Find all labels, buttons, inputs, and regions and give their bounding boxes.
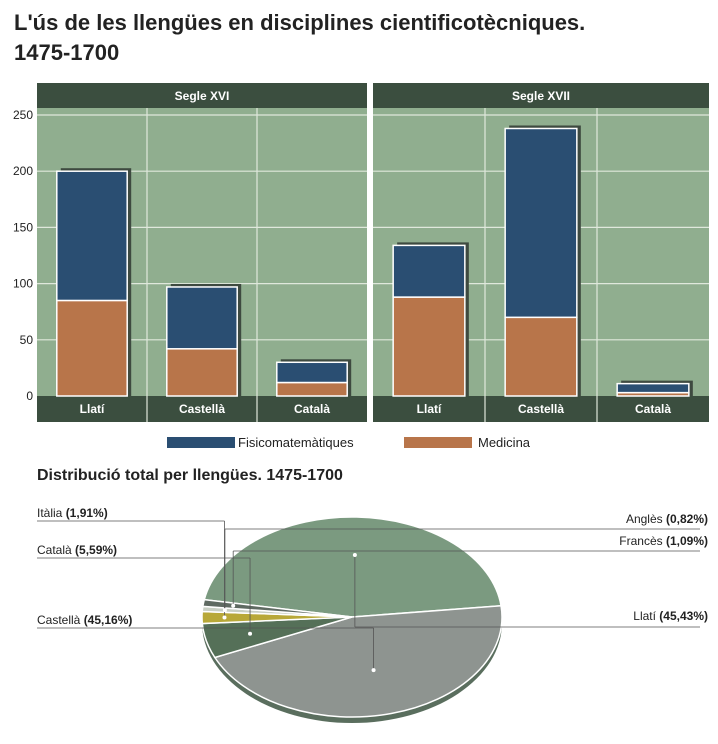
title-line-1: L'ús de les llengües en disciplines cien… — [14, 10, 586, 35]
slice-percent: (5,59%) — [75, 543, 117, 557]
slice-label: Català (5,59%) — [37, 543, 117, 557]
category-label: Castellà — [518, 402, 564, 416]
legend-label: Medicina — [478, 435, 531, 450]
slice-percent: (45,16%) — [84, 613, 133, 627]
legend-swatch — [167, 437, 235, 448]
pie-title: Distribució total per llengües. 1475-170… — [37, 467, 343, 484]
slice-name: Català — [37, 543, 75, 557]
category-label: Llatí — [417, 402, 442, 416]
legend-swatch — [404, 437, 472, 448]
slice-name: Castellà — [37, 613, 84, 627]
leader-dot — [371, 668, 376, 673]
bar-medicina — [504, 316, 578, 397]
slice-name: Francès — [619, 534, 666, 548]
category-label: Llatí — [80, 402, 105, 416]
bar-medicina — [166, 348, 238, 397]
slice-label: Castellà (45,16%) — [37, 613, 132, 627]
panel-header-1 — [37, 83, 367, 108]
bar-fisicomatematiques — [166, 286, 238, 350]
slice-label: Anglès (0,82%) — [626, 512, 708, 526]
pie-slice — [201, 598, 353, 618]
category-label: Castellà — [179, 402, 225, 416]
slice-label: Llatí (45,43%) — [633, 609, 708, 623]
bar-fisicomatematiques — [276, 361, 348, 384]
slice-percent: (1,91%) — [66, 506, 108, 520]
category-label: Català — [635, 402, 671, 416]
slice-percent: (0,82%) — [666, 512, 708, 526]
panel-label: Segle XVI — [175, 89, 230, 103]
pie-slice — [203, 516, 502, 618]
panel-footer-2 — [373, 396, 709, 422]
pie-slice — [213, 604, 503, 718]
slice-percent: (45,43%) — [659, 609, 708, 623]
slice-label: Itàlia (1,91%) — [37, 506, 108, 520]
bar-fisicomatematiques — [616, 382, 690, 394]
slice-name: Itàlia — [37, 506, 66, 520]
slice-name: Llatí — [633, 609, 659, 623]
y-tick-label: 250 — [13, 108, 33, 122]
panel-header-2 — [373, 83, 709, 108]
y-tick-label: 150 — [13, 220, 33, 234]
bar-fisicomatematiques — [392, 244, 466, 298]
panel-footer-1 — [37, 396, 367, 422]
chart-title: L'ús de les llengües en disciplines cien… — [14, 8, 585, 68]
leader-dot — [248, 631, 253, 636]
panel-label: Segle XVII — [512, 89, 570, 103]
stacked-bar-chart: Segle XVI Llatí Castellà Català Segle XVII Ll… — [13, 83, 709, 450]
y-tick-label: 100 — [13, 277, 33, 291]
slice-percent: (1,09%) — [666, 534, 708, 548]
leader-dot — [231, 603, 236, 608]
y-tick-label: 200 — [13, 164, 33, 178]
leader-dot — [222, 615, 227, 620]
title-line-2: 1475-1700 — [14, 40, 120, 65]
leader-dot — [352, 553, 357, 558]
bar-fisicomatematiques — [504, 127, 578, 319]
leader-dot — [222, 608, 227, 613]
slice-name: Anglès — [626, 512, 666, 526]
y-tick-label: 50 — [20, 333, 34, 347]
category-label: Català — [294, 402, 330, 416]
slice-label: Francès (1,09%) — [619, 534, 708, 548]
legend-label: Fisicomatemàtiques — [238, 435, 354, 450]
y-tick-label: 0 — [26, 389, 33, 403]
bar-fisicomatematiques — [56, 170, 128, 302]
